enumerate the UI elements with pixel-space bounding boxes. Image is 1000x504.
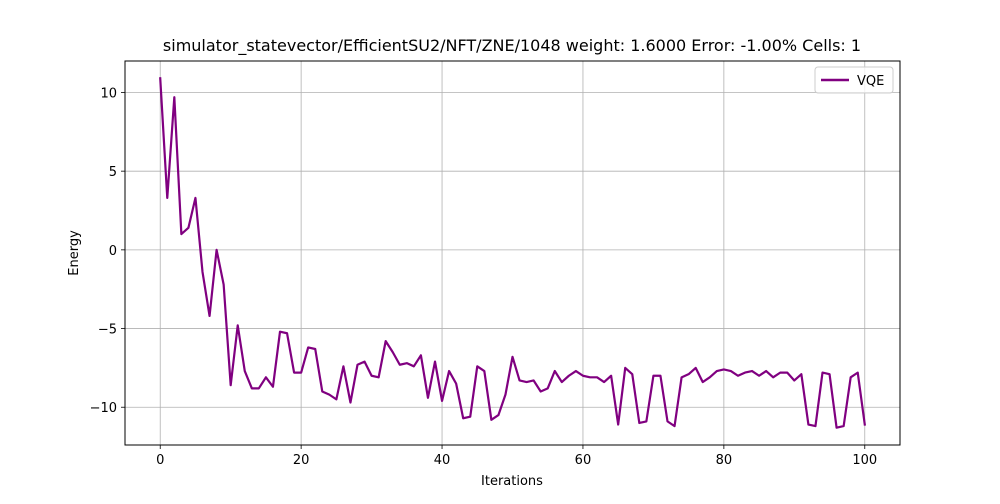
x-tick-label: 80 xyxy=(716,453,733,468)
y-tick-label: 0 xyxy=(109,244,117,259)
legend-box xyxy=(814,66,894,94)
x-tick-label: 0 xyxy=(156,453,164,468)
y-axis-ticks: −10 −5 0 5 10 xyxy=(90,86,125,416)
x-tick-label: 20 xyxy=(293,453,310,468)
x-tick-label: 40 xyxy=(434,453,451,468)
plot-area-frame xyxy=(124,60,901,446)
x-axis-ticks: 0 20 40 60 80 100 xyxy=(156,445,877,468)
y-tick-label: 5 xyxy=(109,165,117,180)
legend-label-vqe: VQE xyxy=(857,74,884,89)
y-axis-label: Energy xyxy=(67,230,82,276)
y-tick-label: −10 xyxy=(90,401,117,416)
series-layer xyxy=(159,77,867,429)
series-line-vqe xyxy=(159,77,867,429)
x-tick-label: 100 xyxy=(852,453,877,468)
legend: VQE xyxy=(814,66,894,94)
y-tick-label: −5 xyxy=(98,323,117,338)
x-axis-label: Iterations xyxy=(481,474,543,489)
chart-title: simulator_statevector/EfficientSU2/NFT/Z… xyxy=(163,36,861,56)
y-tick-label: 10 xyxy=(100,86,117,101)
grid-lines xyxy=(125,61,900,445)
x-tick-label: 60 xyxy=(575,453,592,468)
